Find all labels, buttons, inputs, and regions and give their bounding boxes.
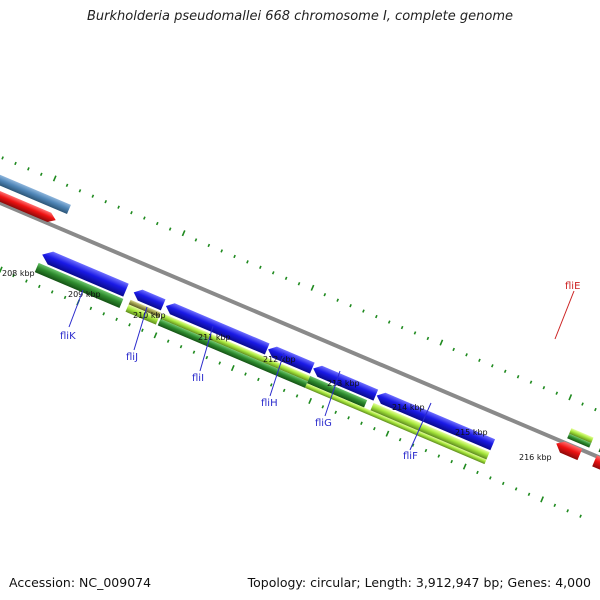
feature-olive-flij[interactable]: [128, 299, 161, 318]
feature-light-flij[interactable]: [125, 304, 160, 325]
feature-light-flif-upper[interactable]: [370, 402, 490, 460]
genome-backbone: [0, 185, 600, 487]
scale-label-213: 213 kbp: [327, 379, 360, 388]
gene-label-flie[interactable]: fliE: [565, 281, 580, 292]
gene-labels: fliK fliJ fliI fliH fliG fliF fliE: [60, 281, 580, 462]
outer-scale-ruler: [1, 156, 597, 412]
feature-flii[interactable]: [164, 301, 270, 355]
gene-label-flik[interactable]: fliK: [60, 331, 76, 342]
accession-label: Accession: NC_009074: [9, 575, 152, 590]
leader-flik: [68, 289, 84, 328]
leader-flih: [269, 352, 285, 397]
scale-label-215: 215 kbp: [455, 428, 488, 437]
leader-flif: [409, 402, 432, 451]
gene-leader-lines: [68, 289, 575, 451]
feature-steel-upstream[interactable]: [0, 163, 71, 215]
feature-flif[interactable]: [374, 390, 496, 451]
scale-labels: 208 kbp 209 kbp 210 kbp 211 kbp 212 kbp …: [2, 269, 552, 462]
map-title: Burkholderia pseudomallei 668 chromosome…: [86, 9, 514, 24]
gene-label-flih[interactable]: fliH: [261, 398, 278, 409]
feature-red-downstream-2[interactable]: [592, 455, 600, 480]
genome-summary: Topology: circular; Length: 3,912,947 bp…: [247, 575, 591, 590]
feature-light-flie[interactable]: [569, 428, 594, 444]
scale-label-211: 211 kbp: [198, 333, 231, 342]
feature-green-flie[interactable]: [567, 433, 592, 448]
gene-label-flij[interactable]: fliJ: [126, 352, 138, 363]
leader-flie: [554, 290, 575, 340]
scale-label-216: 216 kbp: [519, 453, 552, 462]
scale-label-212: 212 kbp: [263, 355, 296, 364]
scale-label-210: 210 kbp: [133, 311, 166, 320]
feature-flig[interactable]: [311, 363, 379, 401]
gene-label-flii[interactable]: fliI: [192, 373, 204, 384]
feature-flik[interactable]: [39, 248, 129, 297]
feature-flij[interactable]: [131, 287, 166, 311]
inner-scale-ruler: [0, 266, 582, 518]
gene-label-flig[interactable]: fliG: [315, 418, 332, 429]
leader-flii: [199, 325, 214, 372]
feature-green-flik[interactable]: [34, 262, 124, 309]
leader-flij: [133, 306, 148, 351]
leader-flig: [324, 370, 341, 417]
scale-label-209: 209 kbp: [68, 290, 101, 299]
feature-flih[interactable]: [266, 344, 315, 374]
scale-label-214: 214 kbp: [392, 403, 425, 412]
gene-label-flif[interactable]: fliF: [403, 451, 418, 462]
feature-light-flii[interactable]: [160, 313, 311, 382]
scale-label-208: 208 kbp: [2, 269, 35, 278]
feature-green-flig[interactable]: [306, 375, 368, 408]
feature-red-upstream[interactable]: [0, 177, 58, 224]
feature-green-flii[interactable]: [157, 318, 308, 388]
feature-light-flif[interactable]: [305, 383, 487, 465]
feature-red-downstream-1[interactable]: [554, 439, 583, 461]
